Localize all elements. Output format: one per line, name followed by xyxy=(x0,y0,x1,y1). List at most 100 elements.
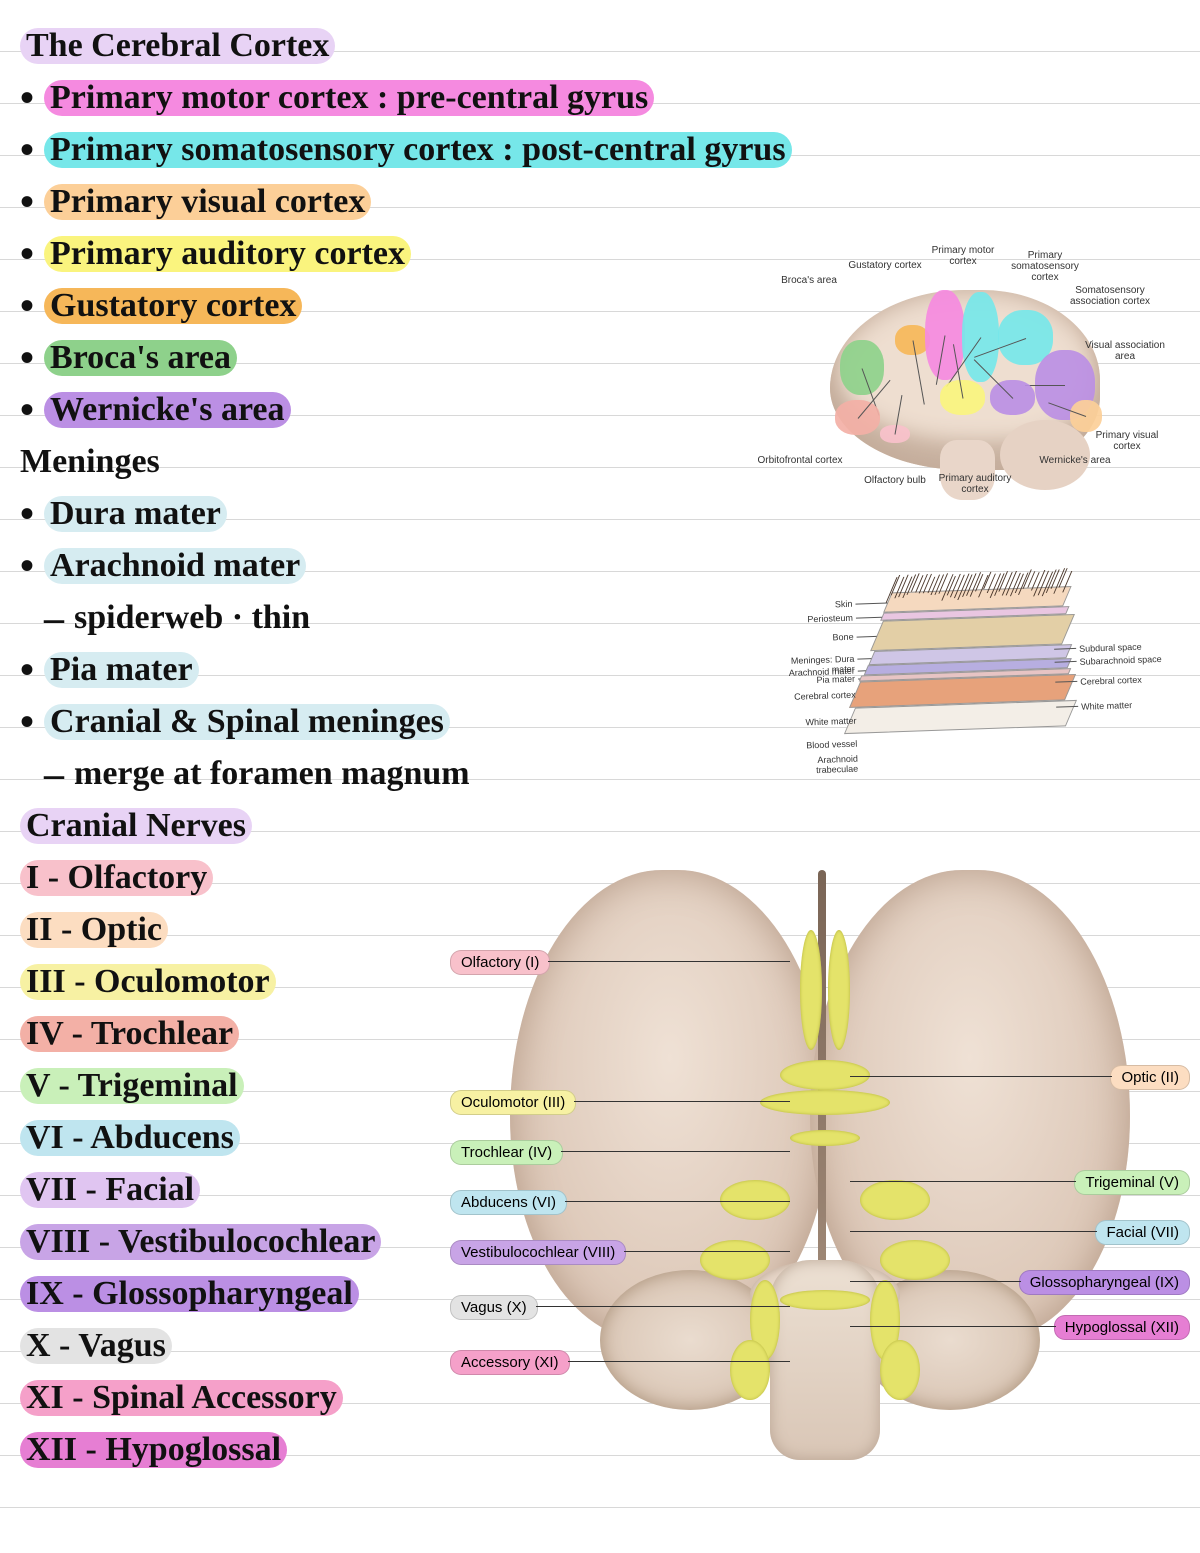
layer-label-right: Subdural space xyxy=(1079,640,1189,654)
cranial-item-text: III - Oculomotor xyxy=(20,964,276,1000)
meninges-item: •Arachnoid mater xyxy=(20,540,780,592)
cranial-item-text: VI - Abducens xyxy=(20,1120,240,1156)
cortex-item-text: Primary visual cortex xyxy=(44,184,371,220)
layer-label: Periosteum xyxy=(768,613,853,626)
layer-label: White matter xyxy=(771,716,856,729)
cranial-item-text: XI - Spinal Accessory xyxy=(20,1380,343,1416)
leader-line xyxy=(855,602,887,604)
cranial-item: IV - Trochlear xyxy=(20,1008,450,1060)
cranial-item-text: XII - Hypoglossal xyxy=(20,1432,287,1468)
figures-column: Broca's areaGustatory cortexPrimary moto… xyxy=(740,230,1180,820)
cortex-item-text: Wernicke's area xyxy=(44,392,291,428)
cranial-item: XI - Spinal Accessory xyxy=(20,1372,450,1424)
cortex-item: •Gustatory cortex xyxy=(20,280,780,332)
region-label: Primary motor cortex xyxy=(918,245,1008,267)
region-label: Somatosensory association cortex xyxy=(1065,285,1155,307)
section-title-cranial: Cranial Nerves xyxy=(20,800,450,852)
cranial-item-text: IV - Trochlear xyxy=(20,1016,239,1052)
layer-label-bottom: Blood vessel xyxy=(772,739,857,752)
cortex-item-text: Primary motor cortex : pre-central gyrus xyxy=(44,80,654,116)
nerve-shape xyxy=(880,1340,920,1400)
cranial-item: I - Olfactory xyxy=(20,852,450,904)
layer-label-right: Subarachnoid space xyxy=(1079,653,1189,667)
meninges-layers-diagram: SkinPeriosteumBoneMeninges: Dura materAr… xyxy=(766,553,1154,796)
layer-label: Pia mater xyxy=(770,674,855,687)
section-title-meninges: Meninges xyxy=(20,436,780,488)
cranial-item-text: VII - Facial xyxy=(20,1172,200,1208)
cranial-item: X - Vagus xyxy=(20,1320,450,1372)
cranial-item-text: V - Trigeminal xyxy=(20,1068,244,1104)
meninges-item-text: Arachnoid mater xyxy=(44,548,306,584)
region-label: Primary visual cortex xyxy=(1082,430,1172,452)
meninges-item-text: Cranial & Spinal meninges xyxy=(44,704,450,740)
cortex-item: •Wernicke's area xyxy=(20,384,780,436)
region-label: Primary somatosensory cortex xyxy=(1000,250,1090,283)
nerve-tag: Facial (VII) xyxy=(1095,1220,1190,1245)
nerve-shape xyxy=(880,1240,950,1280)
meninges-item: –merge at foramen magnum xyxy=(20,748,780,800)
meninges-item: •Cranial & Spinal meninges xyxy=(20,696,780,748)
cortex-item: •Primary motor cortex : pre-central gyru… xyxy=(20,72,780,124)
cranial-item: VIII - Vestibulocochlear xyxy=(20,1216,450,1268)
cranial-item-text: IX - Glossopharyngeal xyxy=(20,1276,359,1312)
cortex-item-text: Primary somatosensory cortex : post-cent… xyxy=(44,132,792,168)
title-text: The Cerebral Cortex xyxy=(20,28,335,64)
nerve-tag: Optic (II) xyxy=(1110,1065,1190,1090)
region-label: Gustatory cortex xyxy=(840,260,930,271)
cranial-item: VI - Abducens xyxy=(20,1112,450,1164)
meninges-item: –spiderweb · thin xyxy=(20,592,780,644)
leader-line xyxy=(858,678,860,679)
leader-line xyxy=(850,1181,1076,1182)
leader-line xyxy=(856,617,882,619)
nerve-shape xyxy=(780,1290,870,1310)
cranial-item: V - Trigeminal xyxy=(20,1060,450,1112)
cortex-item-text: Primary auditory cortex xyxy=(44,236,411,272)
brain-lateral-diagram: Broca's areaGustatory cortexPrimary moto… xyxy=(740,230,1180,530)
nerve-shape xyxy=(800,930,822,1050)
layer-label: Bone xyxy=(768,632,853,645)
layer-label: Skin xyxy=(767,599,852,612)
cranial-item: IX - Glossopharyngeal xyxy=(20,1268,450,1320)
nerve-shape xyxy=(860,1180,930,1220)
title-text: Meninges xyxy=(20,443,160,481)
layer-label-right: Cerebral cortex xyxy=(1080,673,1190,687)
meninges-item-text: spiderweb · thin xyxy=(74,599,310,637)
nerve-shape xyxy=(790,1130,860,1146)
meninges-item-text: merge at foramen magnum xyxy=(74,755,470,793)
region-label: Primary auditory cortex xyxy=(930,473,1020,495)
nerve-tag: Glossopharyngeal (IX) xyxy=(1019,1270,1190,1295)
cranial-item: VII - Facial xyxy=(20,1164,450,1216)
section-title-cortex: The Cerebral Cortex xyxy=(20,20,780,72)
cranial-item-text: I - Olfactory xyxy=(20,860,213,896)
region-label: Olfactory bulb xyxy=(850,475,940,486)
cortex-item: •Primary somatosensory cortex : post-cen… xyxy=(20,124,780,176)
leader-line xyxy=(857,636,877,638)
meninges-item: •Pia mater xyxy=(20,644,780,696)
cranial-item: II - Optic xyxy=(20,904,450,956)
nerve-tag: Hypoglossal (XII) xyxy=(1054,1315,1190,1340)
title-text: Cranial Nerves xyxy=(20,808,252,844)
meninges-item-text: Dura mater xyxy=(44,496,227,532)
cranial-item-text: II - Optic xyxy=(20,912,168,948)
region-label: Wernicke's area xyxy=(1030,455,1120,466)
cranial-item-text: X - Vagus xyxy=(20,1328,172,1364)
nerve-tag: Trigeminal (V) xyxy=(1074,1170,1190,1195)
region-label: Visual association area xyxy=(1080,340,1170,362)
cranial-item: XII - Hypoglossal xyxy=(20,1424,450,1476)
meninges-item: •Dura mater xyxy=(20,488,780,540)
leader-line xyxy=(857,658,871,659)
leader-line xyxy=(850,1326,1056,1327)
cranial-item-text: VIII - Vestibulocochlear xyxy=(20,1224,381,1260)
layer-label: Cerebral cortex xyxy=(770,690,855,703)
cortex-item-text: Gustatory cortex xyxy=(44,288,302,324)
cortex-item: •Primary visual cortex xyxy=(20,176,780,228)
notes-column: The Cerebral Cortex •Primary motor corte… xyxy=(20,20,780,1476)
meninges-item-text: Pia mater xyxy=(44,652,199,688)
cranial-item: III - Oculomotor xyxy=(20,956,450,1008)
cortex-item-text: Broca's area xyxy=(44,340,237,376)
leader-line xyxy=(850,1281,1021,1282)
cortex-item: •Primary auditory cortex xyxy=(20,228,780,280)
layer-label-bottom: Arachnoid trabeculae xyxy=(773,754,859,777)
nerve-shape xyxy=(828,930,850,1050)
leader-line xyxy=(850,1076,1112,1077)
